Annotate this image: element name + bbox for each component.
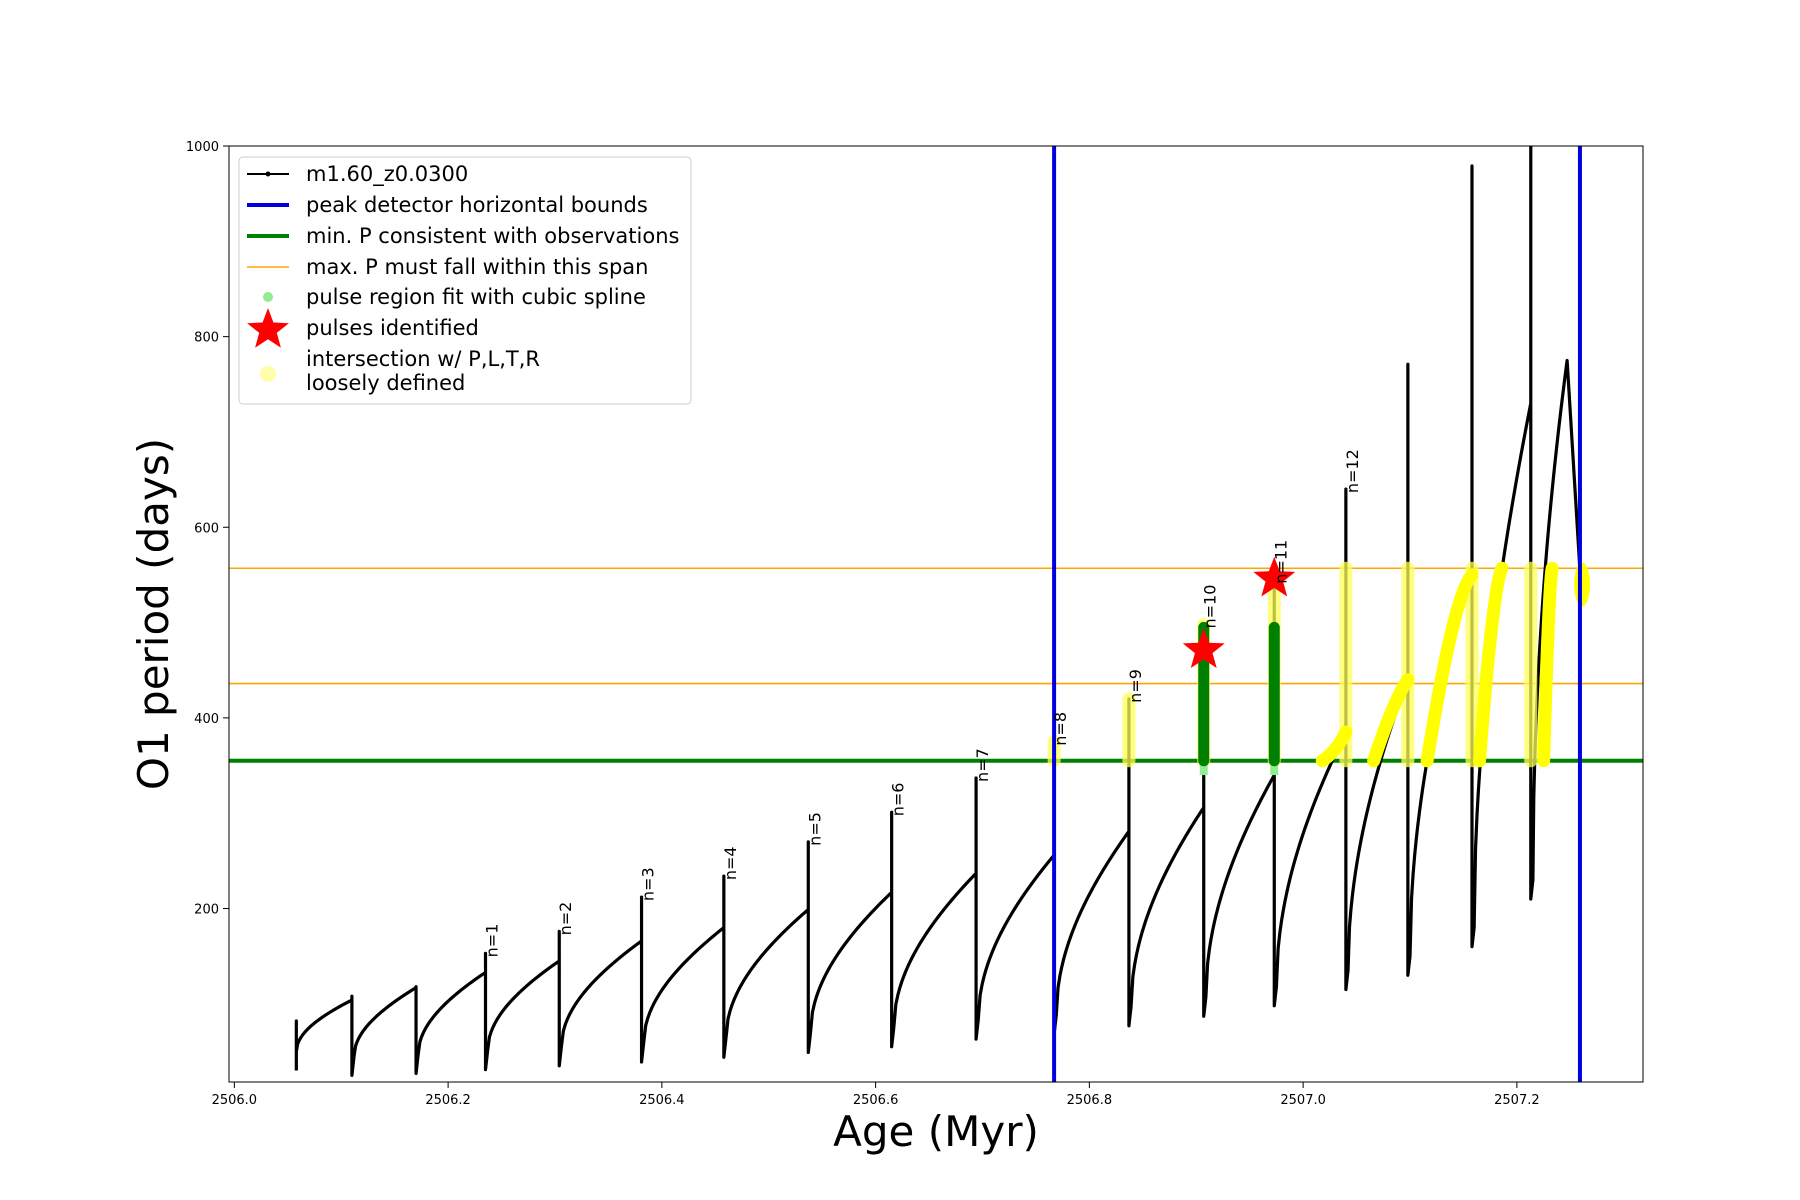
y-tick-label: 600 [194,521,219,536]
x-tick-label: 2506.0 [212,1093,258,1108]
legend-label: pulses identified [306,316,479,340]
y-tick-label: 400 [194,712,219,727]
pulse-label-7: n=7 [973,748,992,782]
y-tick-label: 1000 [186,140,219,155]
x-tick-label: 2507.0 [1280,1093,1326,1108]
legend-item-5: pulse region fit with cubic spline [263,285,646,309]
y-tick-label: 200 [194,903,219,918]
loose-region-end [1574,562,1591,607]
pulse-annotations: n=1 n=2 n=3 n=4 n=5 n=6 n=7 n=8 n=9 n=10 n=11 n=12 [483,449,1362,957]
pulse-label-2: n=2 [556,902,575,936]
pulse-label-10: n=10 [1201,585,1220,629]
legend-label: pulse region fit with cubic spline [306,285,646,309]
x-axis-title: Age (Myr) [833,1107,1039,1156]
legend-item-3: min. P consistent with observations [247,224,679,248]
legend-swatch [247,308,289,348]
loose-arc-5 [1537,561,1559,768]
loose-arc-4 [1472,561,1509,768]
loose-arc-1 [1315,725,1353,768]
legend-label-2: loosely defined [306,371,465,395]
pulse-label-3: n=3 [639,867,658,901]
y-axis: 200 400 600 800 1000 [186,140,229,918]
legend-swatch [260,366,276,382]
x-tick-label: 2506.4 [639,1093,685,1108]
series-m1.60_z0.0300 [294,146,1582,1077]
x-tick-label: 2506.8 [1067,1093,1113,1108]
legend-marker [265,171,271,177]
legend-box [238,156,692,405]
y-axis-title: O1 period (days) [129,438,178,790]
pulse-label-8: n=8 [1051,712,1070,746]
legend-label: intersection w/ P,L,T,R [306,347,540,371]
x-tick-label: 2506.2 [425,1093,471,1108]
loose-arc-2 [1367,673,1415,768]
x-tick-label: 2506.6 [853,1093,899,1108]
loose-arc-3 [1420,568,1479,768]
pulse-label-11: n=11 [1271,540,1290,584]
y-tick-label: 800 [194,331,219,346]
pulse-label-5: n=5 [805,812,824,846]
legend-label: peak detector horizontal bounds [306,193,648,217]
legend-item-4: max. P must fall within this span [247,255,648,279]
pulse-label-4: n=4 [721,846,740,880]
legend-label: max. P must fall within this span [306,255,648,279]
x-axis: 2506.0 2506.2 2506.4 2506.6 2506.8 2507.0 2507… [212,1082,1540,1108]
identified-pulse-star-2 [1253,556,1296,597]
legend-item-2: peak detector horizontal bounds [247,193,648,217]
pulse-label-12: n=12 [1343,449,1362,493]
legend-label: min. P consistent with observations [306,224,679,248]
legend-label: m1.60_z0.0300 [306,162,468,187]
identified-pulse-star-1 [1182,628,1225,668]
pulse-label-6: n=6 [889,783,908,817]
pulse-label-1: n=1 [483,924,502,958]
pulse-label-9: n=9 [1126,669,1145,703]
legend-swatch [263,292,273,302]
x-tick-label: 2507.2 [1494,1093,1540,1108]
legend-item-1: m1.60_z0.0300 [247,162,468,187]
legend-item-6: pulses identified [247,308,479,348]
plot-frame [228,145,1644,1083]
plot-area [229,146,1643,1082]
